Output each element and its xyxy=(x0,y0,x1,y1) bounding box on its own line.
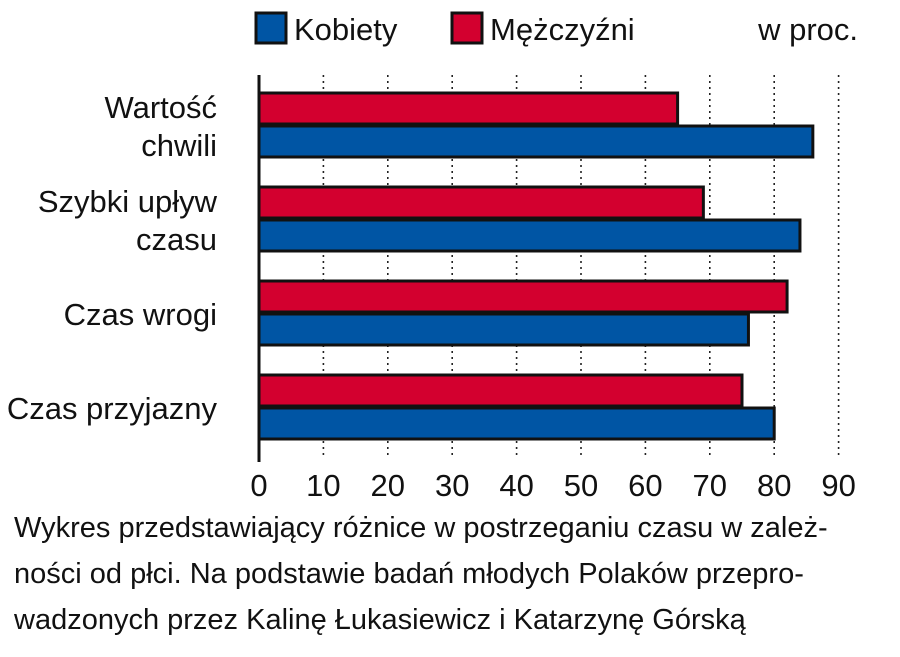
x-tick-label: 30 xyxy=(435,468,469,503)
legend-label: Mężczyźni xyxy=(490,12,635,47)
category-label: Czas wrogi xyxy=(64,297,217,332)
x-tick-label: 0 xyxy=(250,468,267,503)
caption-line-1: Wykres przedstawiający różnice w postrze… xyxy=(14,512,828,544)
bar-mężczyźni-1 xyxy=(257,91,680,126)
category-label: Wartość xyxy=(104,90,217,125)
legend-swatch xyxy=(450,11,484,45)
category-label: Czas przyjazny xyxy=(7,391,218,426)
bar-kobiety-3 xyxy=(257,312,750,347)
legend-label: Kobiety xyxy=(294,12,398,47)
caption-line-3: wadzonych przez Kalinę Łukasiewicz i Kat… xyxy=(14,604,746,636)
x-tick-label: 80 xyxy=(757,468,791,503)
bar-mężczyźni-2 xyxy=(257,185,705,220)
x-tick-label: 40 xyxy=(499,468,533,503)
category-label: czasu xyxy=(136,222,217,257)
x-tick-label: 50 xyxy=(564,468,598,503)
x-tick-label: 70 xyxy=(693,468,727,503)
bar-mężczyźni-4 xyxy=(257,373,744,408)
x-tick-label: 90 xyxy=(821,468,855,503)
unit-label: w proc. xyxy=(757,12,858,47)
bar-kobiety-2 xyxy=(257,218,802,253)
x-tick-label: 60 xyxy=(628,468,662,503)
bar-kobiety-4 xyxy=(257,406,776,441)
category-label: chwili xyxy=(141,128,217,163)
category-label: Szybki upływ xyxy=(38,184,218,219)
bar-mężczyźni-3 xyxy=(257,279,789,314)
x-tick-label: 20 xyxy=(371,468,405,503)
caption-line-2: ności od płci. Na podstawie badań młodyc… xyxy=(14,558,804,590)
legend-swatch xyxy=(254,11,288,45)
bar-kobiety-1 xyxy=(257,124,815,159)
x-tick-label: 10 xyxy=(306,468,340,503)
chart-caption: Wykres przedstawiający różnice w postrze… xyxy=(14,505,884,643)
